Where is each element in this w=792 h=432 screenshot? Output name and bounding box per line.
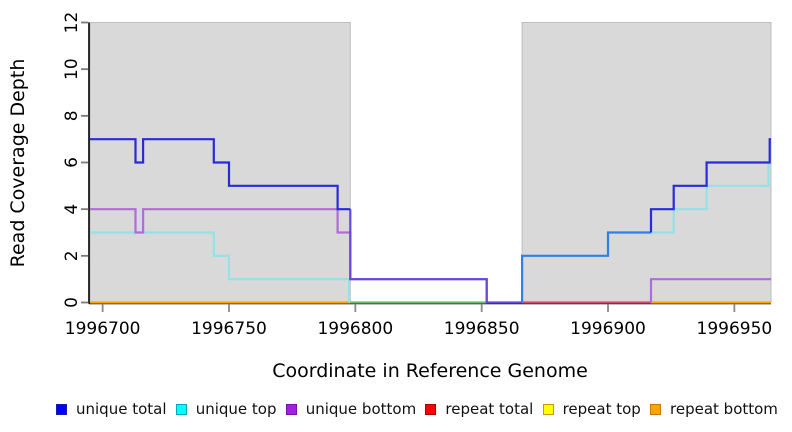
x-tick-label: 1996700 xyxy=(65,319,141,339)
legend-label: unique top xyxy=(195,400,277,418)
total-plus-bottom-line xyxy=(349,209,523,304)
y-tick-label: 2 xyxy=(62,250,82,261)
legend-label: repeat bottom xyxy=(670,400,778,418)
y-tick-label: 8 xyxy=(62,110,82,121)
legend-swatch-icon xyxy=(56,403,67,415)
shaded-regions xyxy=(89,22,772,303)
y-tick-label: 6 xyxy=(62,157,82,168)
legend-swatch-icon xyxy=(650,403,662,415)
unique-bottom-line-right xyxy=(649,278,771,303)
data-series xyxy=(90,138,771,304)
y-axis-title: Read Coverage Depth xyxy=(7,59,29,268)
y-tick-label: 0 xyxy=(62,297,82,308)
legend-swatch-icon xyxy=(425,403,437,415)
legend-item-repeat-top: repeat top xyxy=(542,400,641,418)
y-tick-label: 4 xyxy=(62,204,82,215)
axes: 0 2 4 6 8 10 12 1996700 1996750 1996800 1996850 199… xyxy=(62,12,772,339)
legend-label: unique total xyxy=(76,400,167,418)
legend-swatch-icon xyxy=(542,403,554,415)
legend: unique total unique top unique bottom repea… xyxy=(0,394,792,424)
legend-item-repeat-total: repeat total xyxy=(425,400,533,418)
unique-total-line-right xyxy=(649,138,771,233)
legend-item-unique-total: unique total xyxy=(56,400,167,418)
x-tick-label: 1996850 xyxy=(444,319,520,339)
x-tick-label: 1996900 xyxy=(570,319,646,339)
unique-top-line-left xyxy=(90,231,351,303)
x-tick-label: 1996750 xyxy=(191,319,267,339)
unique-top-line-right xyxy=(651,161,771,234)
legend-label: repeat total xyxy=(445,400,534,418)
legend-label: unique bottom xyxy=(305,400,417,418)
y-tick-label: 10 xyxy=(62,58,82,80)
x-tick-label: 1996950 xyxy=(697,319,773,339)
legend-item-repeat-bottom: repeat bottom xyxy=(650,400,778,418)
legend-swatch-icon xyxy=(285,403,297,415)
legend-item-unique-bottom: unique bottom xyxy=(285,400,417,418)
unique-total-line-left xyxy=(90,138,351,211)
legend-swatch-icon xyxy=(175,403,187,415)
legend-item-unique-top: unique top xyxy=(175,400,277,418)
total-plus-top-line xyxy=(520,231,651,303)
coverage-chart: 0 2 4 6 8 10 12 1996700 1996750 1996800 1996850 199… xyxy=(7,12,772,382)
y-tick-label: 12 xyxy=(62,12,82,34)
x-tick-label: 1996800 xyxy=(317,319,393,339)
x-axis-title: Coordinate in Reference Genome xyxy=(272,360,588,382)
legend-label: repeat top xyxy=(562,400,641,418)
